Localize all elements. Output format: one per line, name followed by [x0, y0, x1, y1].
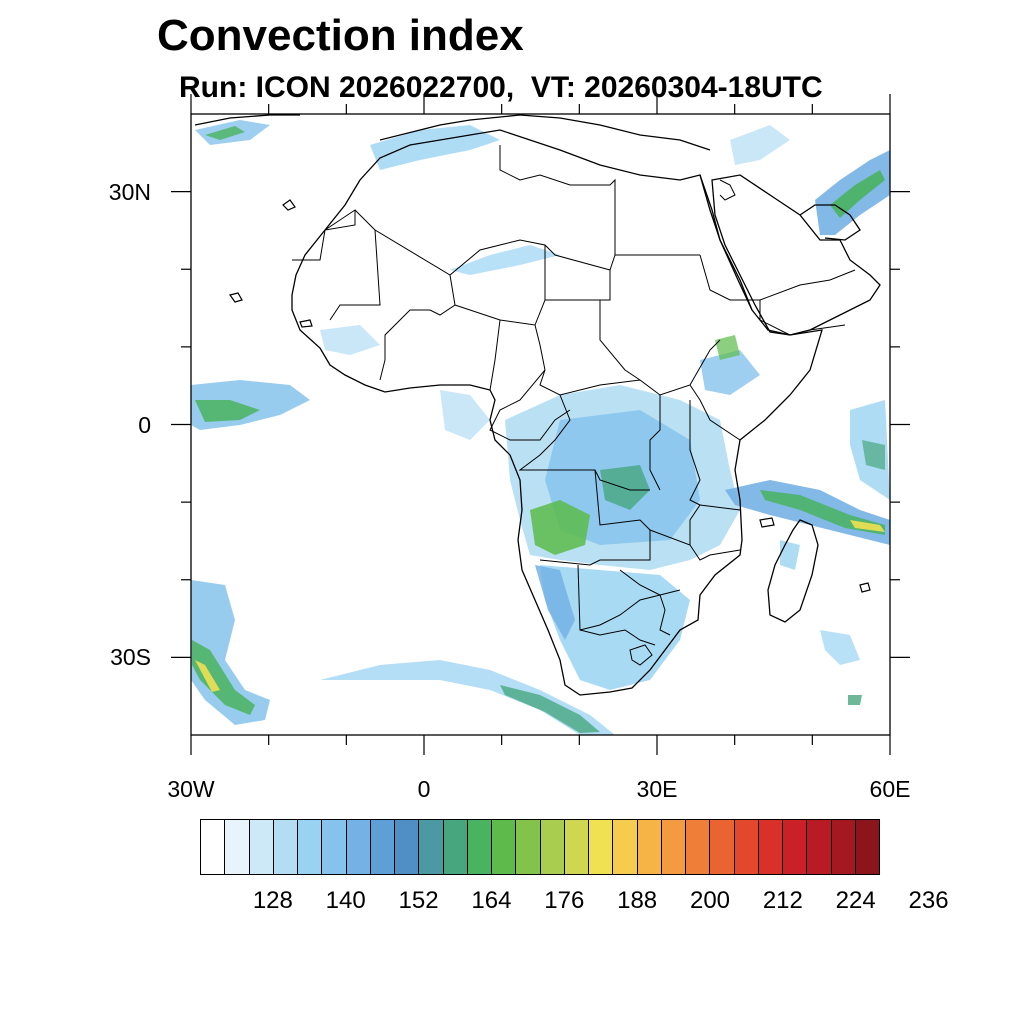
lon-label-30w: 30W [167, 776, 215, 802]
colorbar-segment [370, 820, 395, 874]
field-east-africa [700, 350, 760, 395]
field-angola-core [530, 500, 590, 555]
colorbar-segment [298, 820, 323, 874]
chart-title: Convection index [157, 11, 524, 60]
colorbar-label: 200 [689, 887, 731, 914]
colorbar-segment [613, 820, 638, 874]
mediterranean-north [379, 114, 711, 151]
colorbar-segment [419, 820, 444, 874]
field-sw-atlantic-core [192, 640, 255, 715]
colorbar-segment [540, 820, 565, 874]
colorbar-segment [467, 820, 492, 874]
chart-subtitle: Run: ICON 2026022700, VT: 20260304-18UTC [179, 71, 823, 104]
colorbar-label: 176 [544, 887, 585, 914]
colorbar-segment [831, 820, 856, 874]
colorbar-segment [661, 820, 686, 874]
persian-gulf-coast [799, 204, 861, 241]
field-gulf-guinea [440, 390, 490, 440]
field-east-ocean-core [862, 440, 885, 470]
colorbar-label: 140 [325, 887, 366, 914]
colorbar-segment [322, 820, 347, 874]
colorbar-label: 128 [252, 887, 293, 914]
colorbar-segment [273, 820, 298, 874]
coastlines [194, 114, 881, 696]
colorbar-label: 212 [762, 887, 803, 914]
colorbar-segment [783, 820, 808, 874]
colorbar-segment [710, 820, 735, 874]
colorbar-segment [734, 820, 759, 874]
colorbar-label: 188 [617, 887, 658, 914]
colorbar-segment [686, 820, 711, 874]
country-borders [292, 145, 856, 666]
colorbar-segment [855, 820, 879, 874]
field-southern-ocean-band [320, 660, 615, 735]
convection-field [191, 120, 890, 735]
colorbar-segment [807, 820, 832, 874]
lat-label-30s: 30S [110, 644, 151, 671]
colorbar-segment [249, 820, 274, 874]
colorbar-segment [758, 820, 783, 874]
field-equatorial-atlantic-core [195, 400, 260, 422]
colorbar-segment [637, 820, 662, 874]
lon-label-30e: 30E [636, 776, 678, 802]
field-sw-atlantic-yellow [195, 660, 220, 692]
field-indian-ocean-yellow [850, 520, 885, 532]
field-nw-atlantic-core [205, 126, 245, 140]
islands [228, 199, 871, 593]
colorbar-segment [516, 820, 541, 874]
colorbar-segment [395, 820, 420, 874]
colorbar-label: 236 [908, 887, 949, 914]
field-ethiopia [715, 335, 740, 360]
colorbar-label: 224 [835, 887, 876, 914]
field-sw-indian [820, 630, 860, 665]
colorbar [200, 819, 880, 875]
field-namibia [535, 565, 575, 640]
lon-label-60e: 60E [869, 776, 911, 802]
iberia-europe [194, 114, 300, 126]
colorbar-label: 164 [471, 887, 512, 914]
colorbar-segment [443, 820, 468, 874]
field-congo-green [600, 465, 650, 510]
axis-ticks [171, 94, 910, 755]
colorbar-segment [492, 820, 517, 874]
field-southern-ocean-core [500, 685, 600, 733]
lon-label-0: 0 [417, 776, 431, 802]
field-north-africa [370, 125, 500, 170]
field-persian-gulf-core [830, 170, 885, 218]
field-egypt-band [730, 125, 790, 165]
red-sea-west [699, 174, 753, 311]
africa-coastline [291, 129, 823, 696]
field-madagascar-east [780, 540, 800, 570]
colorbar-segment [564, 820, 589, 874]
colorbar-segment [225, 820, 250, 874]
colorbar-segment [589, 820, 614, 874]
colorbar-segment [201, 820, 226, 874]
field-sw-indian-spot [848, 695, 862, 705]
colorbar-segment [346, 820, 371, 874]
field-sahara-band [450, 245, 560, 275]
lat-label-0: 0 [138, 411, 151, 438]
madagascar [767, 519, 819, 623]
field-west-africa [320, 325, 380, 355]
colorbar-label: 152 [398, 887, 439, 914]
lat-label-30n: 30N [108, 178, 151, 205]
field-southern-africa [540, 565, 690, 690]
